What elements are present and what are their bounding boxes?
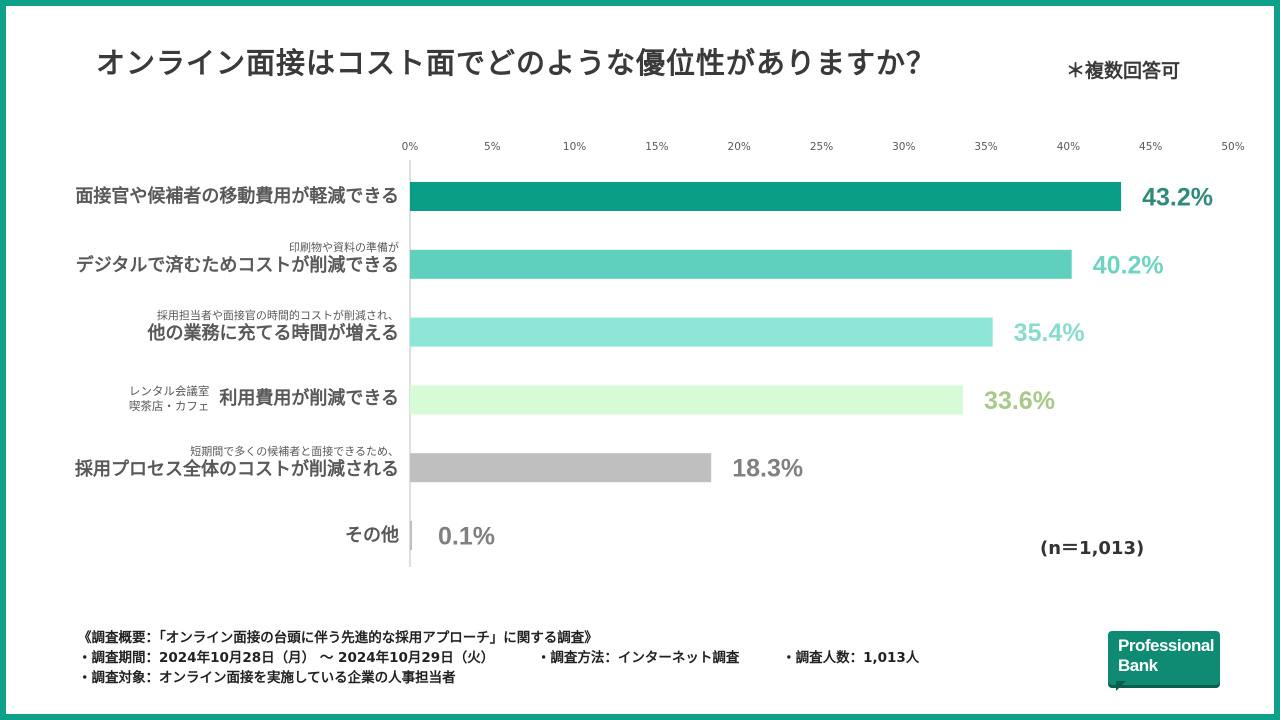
category-main-label: 利用費用が削減できる xyxy=(219,387,399,409)
category-sublabel-line: 喫茶店・カフェ xyxy=(128,398,210,413)
category-main-label: 採用プロセス全体のコストが削減される xyxy=(75,458,399,480)
x-tick-label: 45% xyxy=(1139,141,1162,153)
category-main-label: 他の業務に充てる時間が増える xyxy=(147,323,399,345)
x-tick-label: 10% xyxy=(563,141,586,153)
value-label-1: 40.2% xyxy=(1093,251,1164,279)
value-label-0: 43.2% xyxy=(1142,184,1213,212)
survey-method: ・調査方法：インターネット調査 xyxy=(536,650,740,666)
x-tick-label: 50% xyxy=(1221,141,1244,153)
category-sublabel: 採用担当者や面接官の時間的コストが削減され、 xyxy=(156,309,399,323)
bar-2 xyxy=(410,317,993,347)
x-tick-label: 15% xyxy=(645,141,668,153)
survey-overview: 《調査概要：「オンライン面接の台頭に伴う先進的な採用アプローチ」に関する調査》 … xyxy=(78,628,957,688)
category-sublabel: 短期間で多くの候補者と面接できるため、 xyxy=(190,444,399,458)
category-main-label: 面接官や候補者の移動費用が軽減できる xyxy=(75,185,399,207)
value-label-5: 0.1% xyxy=(438,523,495,551)
category-label-2: 採用担当者や面接官の時間的コストが削減され、 他の業務に充てる時間が増える xyxy=(148,308,399,345)
x-tick-label: 0% xyxy=(402,141,419,153)
survey-overview-title: 《調査概要：「オンライン面接の台頭に伴う先進的な採用アプローチ」に関する調査》 xyxy=(78,630,598,646)
x-tick-label: 35% xyxy=(974,141,997,153)
category-main-label: その他 xyxy=(345,524,399,546)
category-label-1: 印刷物や資料の準備が デジタルで済むためコストが削減できる xyxy=(76,240,399,277)
chart-title: オンライン面接はコスト面でどのような優位性がありますか？ xyxy=(96,46,937,80)
logo-tail xyxy=(1116,681,1126,691)
bar-5 xyxy=(410,521,412,550)
value-label-2: 35.4% xyxy=(1014,319,1085,347)
x-tick-label: 25% xyxy=(810,141,833,153)
survey-count: ・調査人数：1,013人 xyxy=(782,650,920,666)
value-label-4: 18.3% xyxy=(732,455,803,483)
x-tick-label: 20% xyxy=(728,141,751,153)
x-tick-label: 40% xyxy=(1057,141,1080,153)
bar-1 xyxy=(410,249,1072,279)
logo-text-line2: Bank xyxy=(1118,656,1158,675)
value-label-3: 33.6% xyxy=(984,387,1055,415)
bar-3 xyxy=(410,385,964,415)
category-sublabel: レンタル会議室 喫茶店・カフェ xyxy=(129,384,210,414)
logo-plate xyxy=(1108,631,1220,685)
multiple-answer-note: ＊複数回答可 xyxy=(1066,60,1181,82)
bar-4 xyxy=(410,453,712,483)
category-label-4: 短期間で多くの候補者と面接できるため、 採用プロセス全体のコストが削減される xyxy=(75,444,399,481)
category-sublabel: 印刷物や資料の準備が xyxy=(289,241,399,255)
survey-target: ・調査対象：オンライン面接を実施している企業の人事担当者 xyxy=(78,670,456,686)
professional-bank-logo: Professional Bank xyxy=(1108,631,1220,693)
survey-details-row: ・調査期間：2024年10月28日（月） 〜 2024年10月29日（火） ・調… xyxy=(78,648,957,668)
x-tick-label: 30% xyxy=(892,141,915,153)
category-label-0: 面接官や候補者の移動費用が軽減できる xyxy=(75,186,399,208)
x-tick-label: 5% xyxy=(484,141,501,153)
category-main-label: デジタルで済むためコストが削減できる xyxy=(75,255,399,277)
sample-size-note: (n＝1,013) xyxy=(1040,538,1145,559)
category-label-3: レンタル会議室 喫茶店・カフェ 利用費用が削減できる xyxy=(129,384,399,414)
bar-0 xyxy=(410,182,1122,211)
category-sublabel-line: レンタル会議室 xyxy=(128,383,210,398)
logo-text-line1: Professional xyxy=(1118,636,1215,655)
survey-period: ・調査期間：2024年10月28日（月） 〜 2024年10月29日（火） xyxy=(78,650,495,666)
category-label-5: その他 xyxy=(345,525,399,547)
